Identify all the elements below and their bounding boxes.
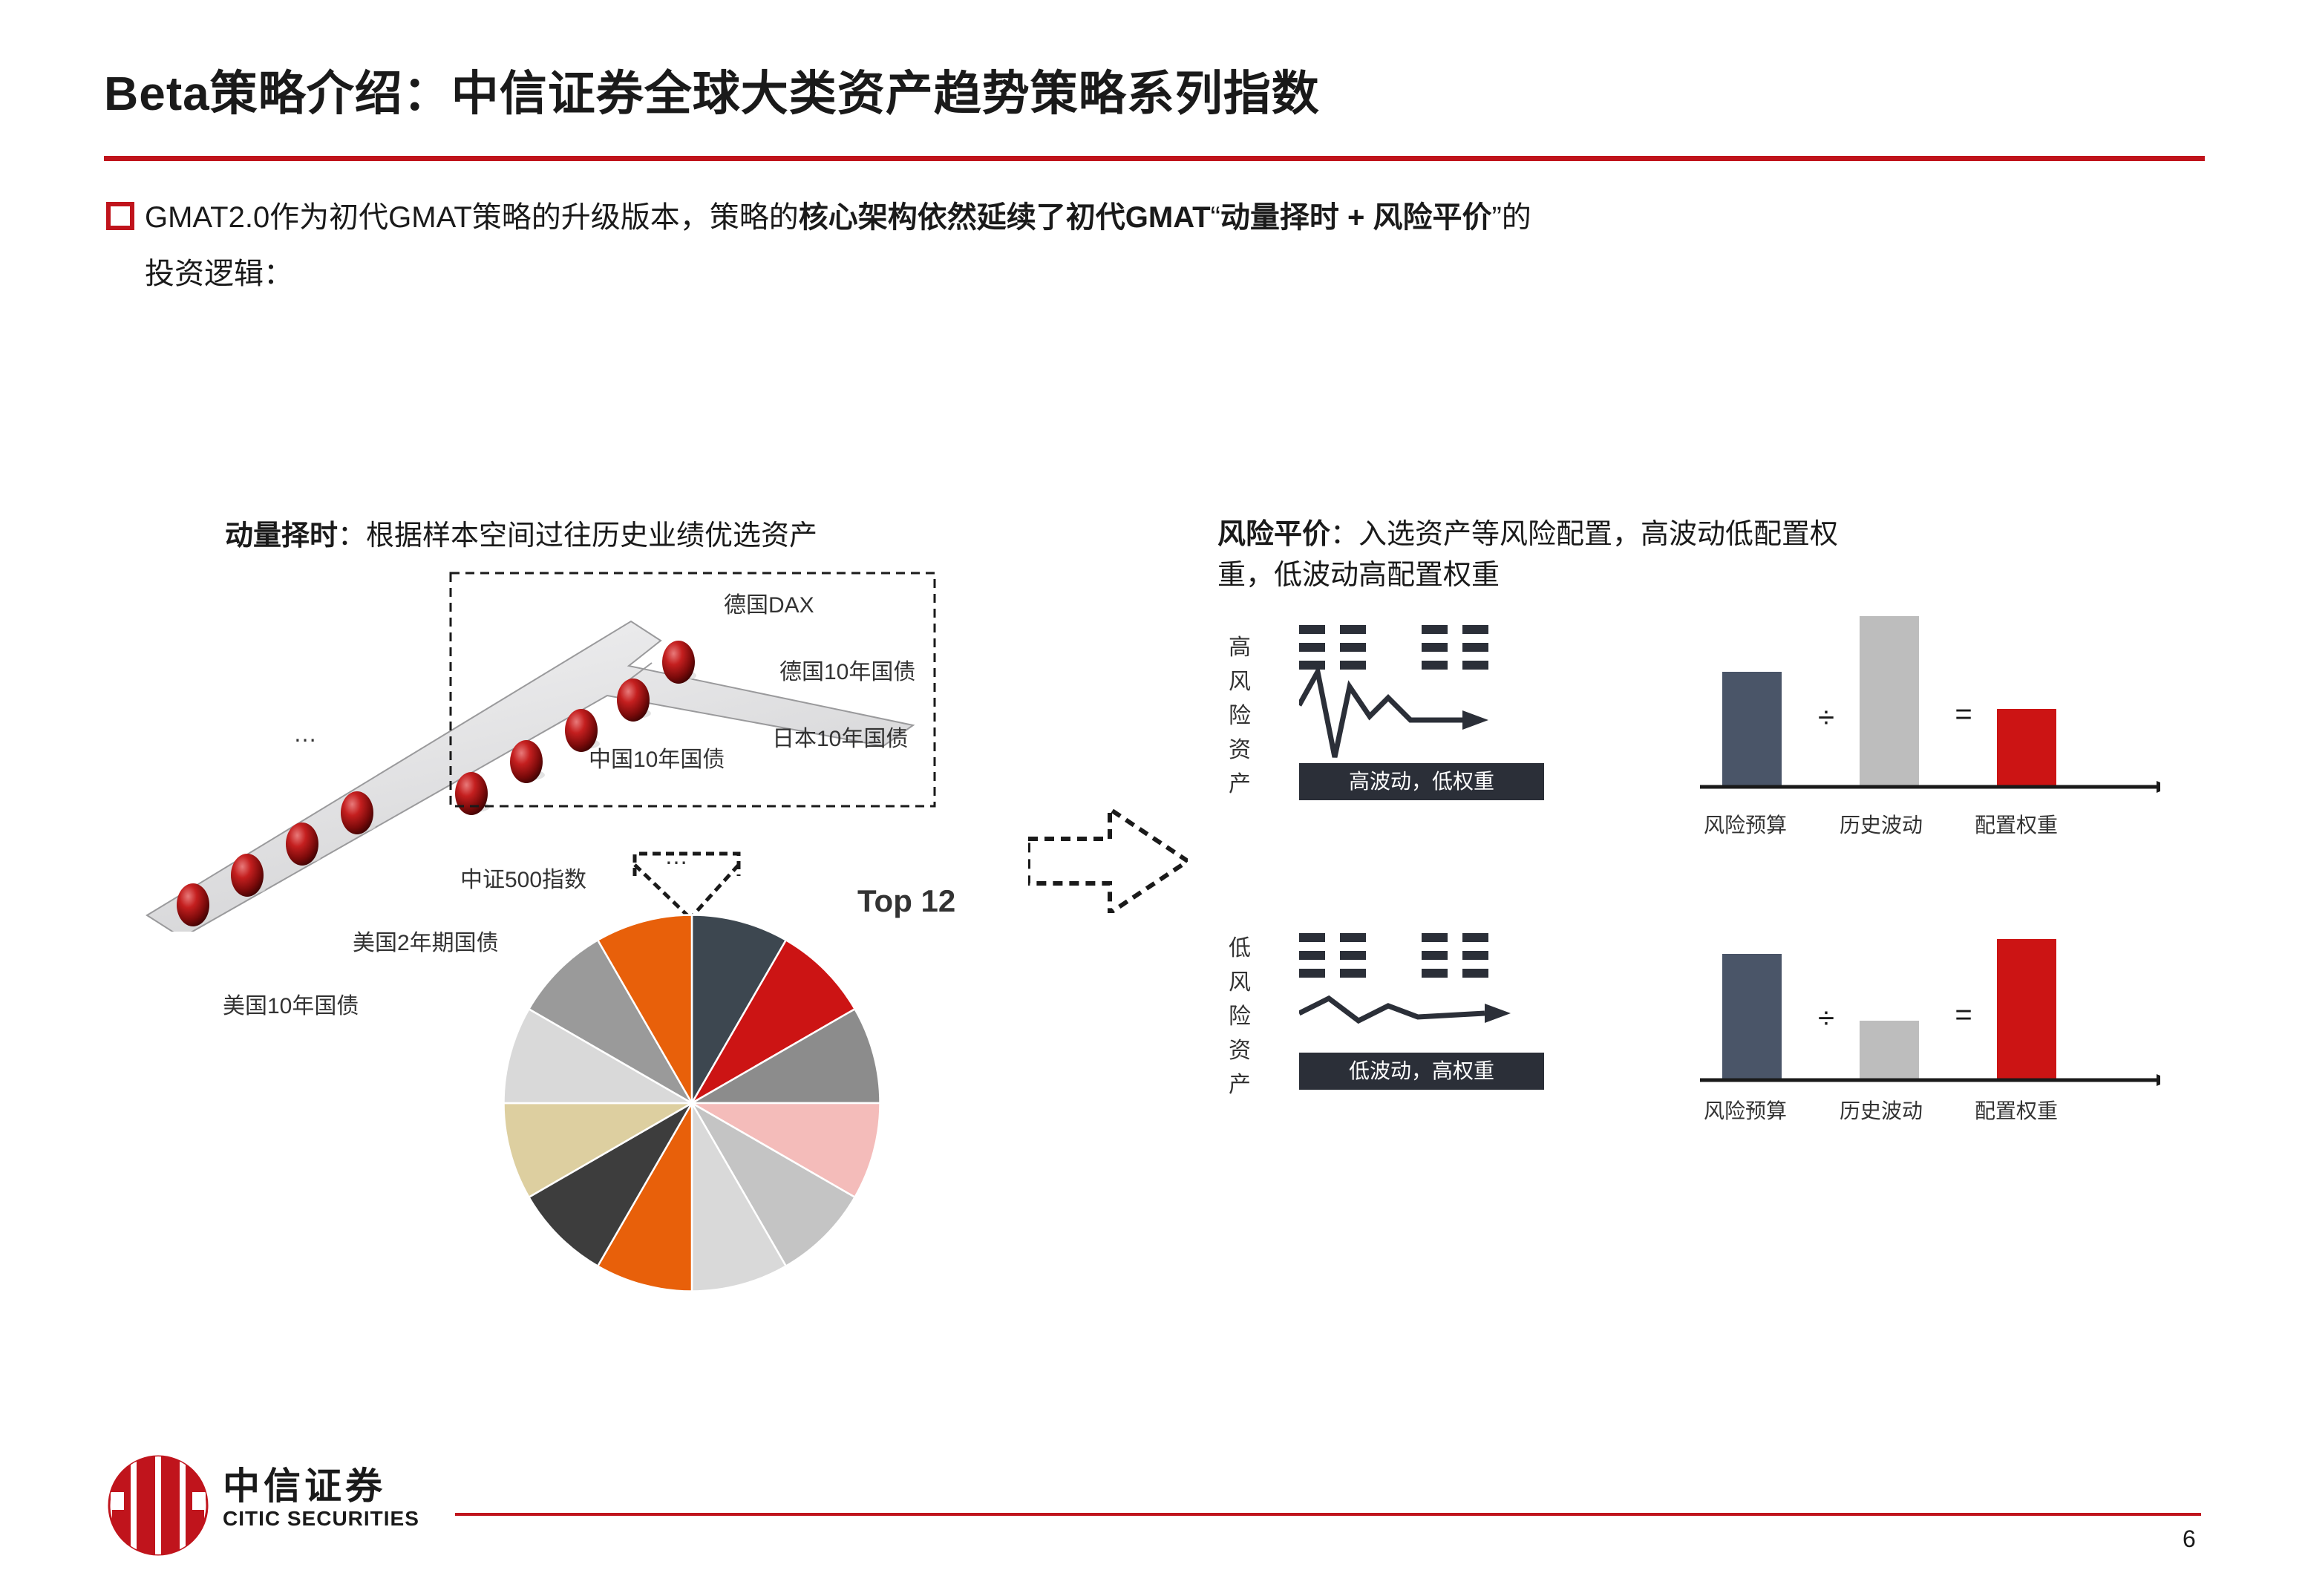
svg-text:÷: ÷ — [1818, 701, 1834, 734]
svg-text:÷: ÷ — [1818, 1002, 1834, 1035]
svg-text:=: = — [1955, 698, 1972, 730]
svg-text:=: = — [1955, 998, 1972, 1031]
